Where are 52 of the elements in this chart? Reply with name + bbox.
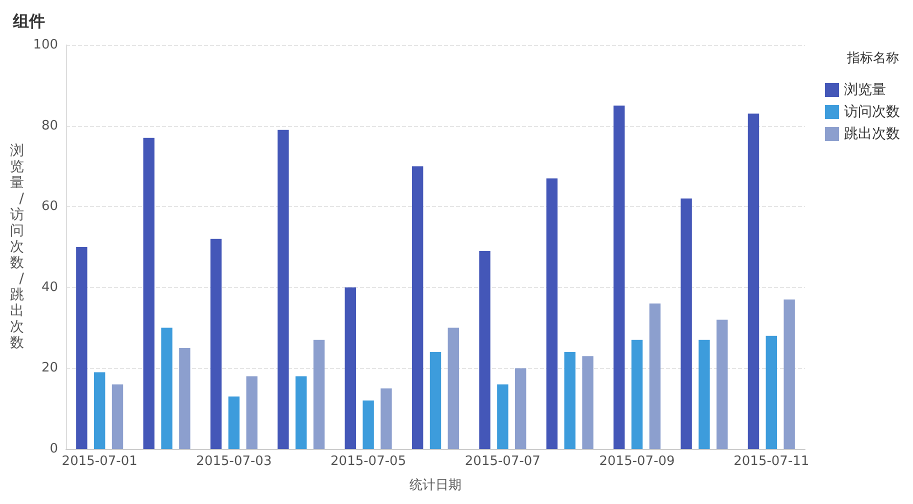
y-tick-label: 80 [41,118,58,134]
bar [362,400,374,449]
bar [246,376,258,449]
y-tick-label: 40 [41,280,58,295]
x-tick-label: 2015-07-09 [599,454,675,469]
bar [680,198,692,449]
bar [412,166,424,449]
x-tick-label: 2015-07-07 [464,454,540,469]
bar [430,352,442,449]
bar [228,396,240,449]
bar [716,320,728,449]
y-tick-label: 0 [50,442,58,456]
bar [161,328,172,449]
bar [698,340,710,449]
bar [344,287,356,449]
bar [278,130,289,449]
bar [296,376,307,449]
bar [76,247,88,449]
y-tick-label: 60 [41,199,58,214]
bar [479,251,490,449]
bar [564,352,576,449]
chart-title: 组件 [12,12,45,30]
bar [649,304,661,449]
bar [94,372,106,449]
bar [179,348,190,449]
bar [497,384,508,449]
legend-label: 访问次数 [844,104,900,120]
bar [748,114,760,449]
legend-title: 指标名称 [846,51,899,66]
bar [448,328,460,449]
bar [515,368,526,449]
y-tick-label: 20 [41,360,58,376]
bar [112,384,124,449]
x-tick-label: 2015-07-03 [196,454,272,469]
legend-label: 浏览量 [844,82,886,98]
bar [631,340,643,449]
x-tick-label: 2015-07-01 [62,454,138,469]
bar [784,300,795,449]
x-axis-title: 统计日期 [410,478,462,493]
bar [766,336,778,449]
x-tick-label: 2015-07-05 [330,454,406,469]
bar [313,340,325,449]
bar [143,138,154,449]
bar [614,106,625,449]
legend-label: 跳出次数 [844,126,900,142]
bar [546,178,558,449]
y-tick-label: 100 [33,38,58,52]
x-tick-label: 2015-07-11 [734,454,810,469]
bar [582,356,594,449]
bar [380,388,392,449]
text: 浏览量/访问次数/跳出次数 [10,143,24,351]
bar [210,238,222,449]
